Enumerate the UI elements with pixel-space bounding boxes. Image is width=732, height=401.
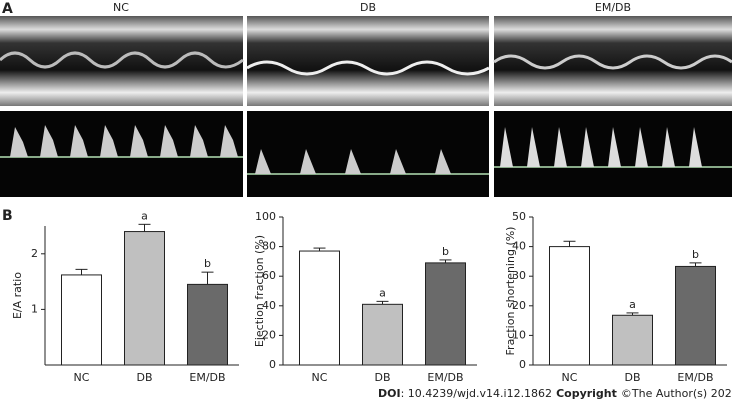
- x-tick-label: NC: [312, 371, 328, 384]
- x-tick-label: EM/DB: [189, 371, 225, 384]
- doppler-image: [247, 111, 489, 197]
- x-tick-label: DB: [624, 371, 640, 384]
- x-tick-label: EM/DB: [427, 371, 463, 384]
- y-tick-label: 0: [269, 358, 276, 371]
- y-axis-label: E/A ratio: [11, 272, 24, 319]
- x-tick-label: DB: [374, 371, 390, 384]
- bar: [675, 265, 716, 366]
- y-tick-label: 100: [255, 210, 276, 223]
- y-tick-label: 80: [262, 240, 276, 253]
- m-mode-image: [247, 16, 489, 106]
- image-title: DB: [360, 1, 376, 14]
- image-title: EM/DB: [595, 1, 631, 14]
- y-tick-label: 20: [262, 328, 276, 341]
- y-tick-label: 60: [262, 269, 276, 282]
- x-tick-label: NC: [562, 371, 578, 384]
- y-tick-label: 10: [512, 328, 526, 341]
- doi: : 10.4239/wjd.v14.i12.1862: [401, 387, 552, 400]
- y-tick-label: 20: [512, 299, 526, 312]
- significance-label: a: [379, 286, 386, 299]
- panel-label: A: [2, 1, 13, 17]
- copyright: ©The Author(s) 2023.: [621, 387, 732, 400]
- bar: [61, 274, 102, 366]
- doi-label: DOI: [378, 387, 401, 400]
- bar: [612, 314, 653, 366]
- y-tick-label: 40: [262, 299, 276, 312]
- significance-label: b: [204, 257, 211, 270]
- copyright-label: Copyright: [556, 387, 617, 400]
- y-tick-label: 2: [31, 247, 38, 260]
- panel-label: B: [2, 208, 13, 224]
- y-tick-label: 50: [512, 210, 526, 223]
- bar: [549, 246, 590, 366]
- y-axis-label: Fraction shortening (%): [504, 227, 517, 356]
- bar: [124, 231, 165, 366]
- significance-label: a: [629, 298, 636, 311]
- bar: [362, 303, 403, 366]
- significance-label: b: [692, 248, 699, 261]
- footer: DOI: 10.4239/wjd.v14.i12.1862 Copyright ©T…: [378, 387, 732, 400]
- image-title: NC: [113, 1, 129, 14]
- doppler-images: [0, 111, 732, 197]
- x-tick-label: EM/DB: [677, 371, 713, 384]
- x-tick-label: DB: [136, 371, 152, 384]
- bar: [299, 250, 340, 366]
- y-axis-label: Ejection fraction (%): [253, 235, 266, 347]
- m-mode-image: [494, 16, 732, 106]
- m-mode-images: [0, 16, 732, 106]
- y-tick-label: 40: [512, 240, 526, 253]
- x-tick-label: NC: [74, 371, 90, 384]
- y-tick-label: 0: [519, 358, 526, 371]
- significance-label: a: [141, 209, 148, 222]
- significance-label: b: [442, 245, 449, 258]
- y-tick-label: 30: [512, 269, 526, 282]
- bar: [187, 283, 228, 366]
- bar: [425, 262, 466, 366]
- m-mode-image: [0, 16, 243, 106]
- y-tick-label: 1: [31, 302, 38, 315]
